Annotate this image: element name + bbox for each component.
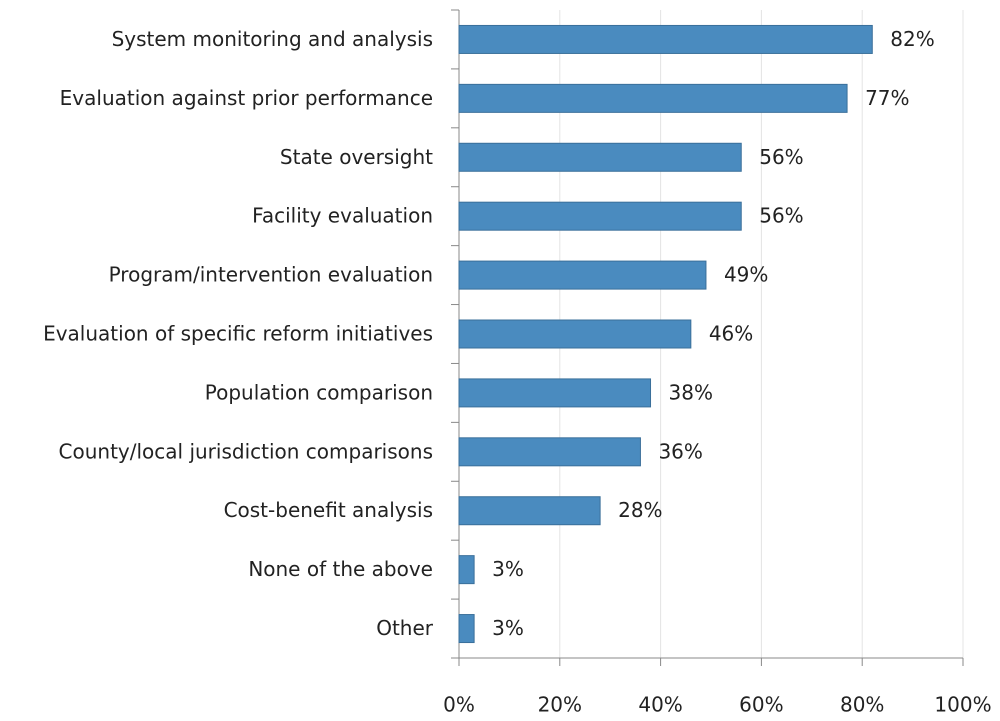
y-tick-label: System monitoring and analysis	[112, 27, 433, 51]
bar	[458, 201, 742, 231]
value-label: 49%	[724, 263, 768, 287]
bar	[458, 437, 641, 467]
y-tick-label: County/local jurisdiction comparisons	[59, 439, 433, 463]
value-label: 77%	[865, 86, 909, 110]
value-label: 28%	[618, 498, 662, 522]
y-tick-label: Other	[376, 616, 434, 640]
y-tick-label: Facility evaluation	[252, 204, 433, 228]
y-tick-label: State oversight	[280, 145, 433, 169]
y-tick-label: Population comparison	[205, 380, 433, 404]
bar	[458, 260, 707, 290]
bar	[458, 83, 848, 113]
x-tick-label: 20%	[538, 693, 582, 717]
value-label: 36%	[658, 439, 702, 463]
bar	[458, 319, 692, 349]
bar	[458, 555, 475, 585]
value-label: 38%	[669, 380, 713, 404]
y-tick-label: None of the above	[248, 557, 433, 581]
bar	[458, 496, 601, 526]
x-tick-label: 60%	[739, 693, 783, 717]
x-tick-label: 100%	[934, 693, 991, 717]
y-tick-label: Evaluation against prior performance	[60, 86, 433, 110]
x-tick-label: 40%	[638, 693, 682, 717]
value-label: 46%	[709, 322, 753, 346]
bar	[458, 614, 475, 644]
y-tick-label: Program/intervention evaluation	[109, 263, 433, 287]
value-label: 56%	[759, 145, 803, 169]
bar	[458, 378, 652, 408]
value-label: 3%	[492, 616, 524, 640]
value-label: 82%	[890, 27, 934, 51]
bar	[458, 142, 742, 172]
y-tick-label: Cost-benefit analysis	[224, 498, 433, 522]
x-tick-label: 0%	[443, 693, 475, 717]
y-tick-label: Evaluation of specific reform initiative…	[43, 322, 433, 346]
value-label: 3%	[492, 557, 524, 581]
x-tick-label: 80%	[840, 693, 884, 717]
bar	[458, 24, 873, 54]
value-label: 56%	[759, 204, 803, 228]
